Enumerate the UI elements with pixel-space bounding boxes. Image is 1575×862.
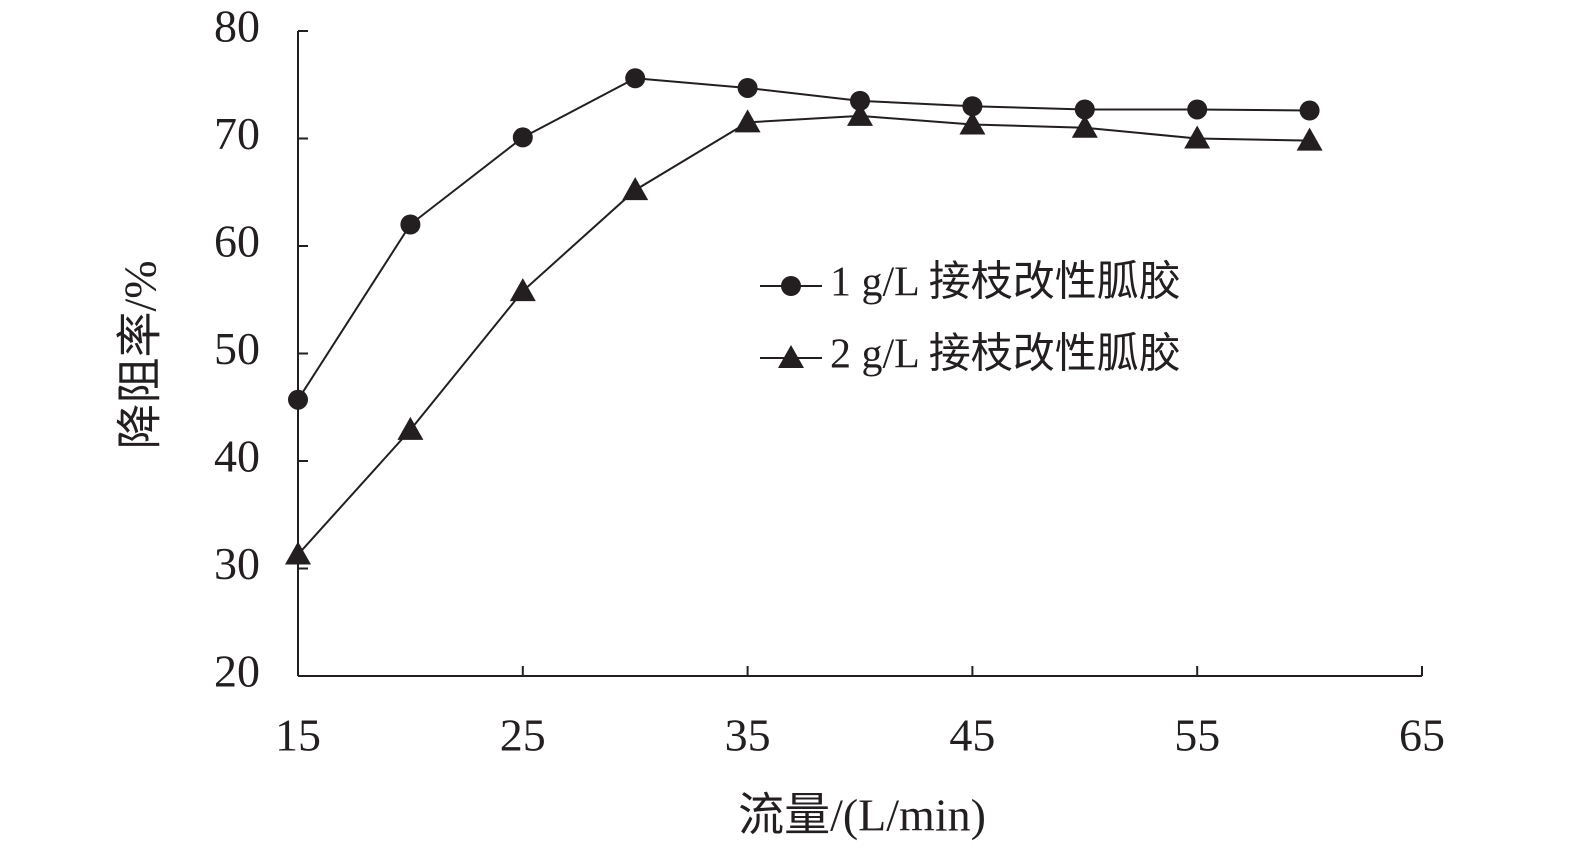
circle-marker — [625, 68, 646, 89]
y-tick-label: 80 — [214, 1, 260, 52]
triangle-marker — [778, 345, 804, 368]
x-tick-label: 65 — [1399, 710, 1445, 761]
series-line — [297, 114, 1310, 556]
triangle-marker — [285, 541, 311, 565]
legend-label: 1 g/L 接枝改性胍胶 — [830, 259, 1181, 306]
triangle-marker — [1071, 114, 1098, 138]
triangle-marker — [734, 109, 761, 133]
x-axis-title: 流量/(L/min) — [738, 790, 986, 841]
x-tick-label: 35 — [725, 710, 771, 761]
triangle-marker — [1184, 125, 1211, 149]
circle-marker — [850, 90, 870, 111]
circle-marker — [737, 77, 758, 98]
y-tick-label: 70 — [214, 108, 260, 159]
circle-marker — [512, 127, 533, 148]
triangle-marker — [509, 278, 536, 302]
triangle-marker — [959, 111, 986, 135]
circle-marker — [288, 389, 308, 410]
y-tick-label: 50 — [214, 323, 260, 374]
series-line — [297, 77, 1310, 401]
triangle-marker — [397, 416, 424, 440]
x-tick-label: 25 — [500, 710, 546, 761]
triangle-marker — [847, 102, 873, 126]
circle-marker — [1187, 99, 1208, 120]
y-tick-label: 30 — [214, 538, 260, 589]
y-axis-title: 降阻率/% — [115, 260, 166, 449]
x-tick-label: 55 — [1174, 710, 1220, 761]
circle-marker — [1299, 100, 1320, 121]
legend-label: 2 g/L 接枝改性胍胶 — [830, 331, 1181, 378]
circle-marker — [1074, 99, 1095, 120]
circle-marker — [400, 214, 421, 235]
triangle-marker — [622, 177, 649, 201]
x-tick-label: 15 — [275, 710, 321, 761]
triangle-marker — [1296, 127, 1323, 151]
y-tick-label: 60 — [214, 216, 260, 267]
circle-marker — [781, 276, 801, 296]
y-tick-label: 20 — [214, 646, 260, 697]
x-tick-label: 45 — [949, 710, 995, 761]
circle-marker — [962, 96, 983, 117]
y-tick-label: 40 — [214, 431, 260, 482]
